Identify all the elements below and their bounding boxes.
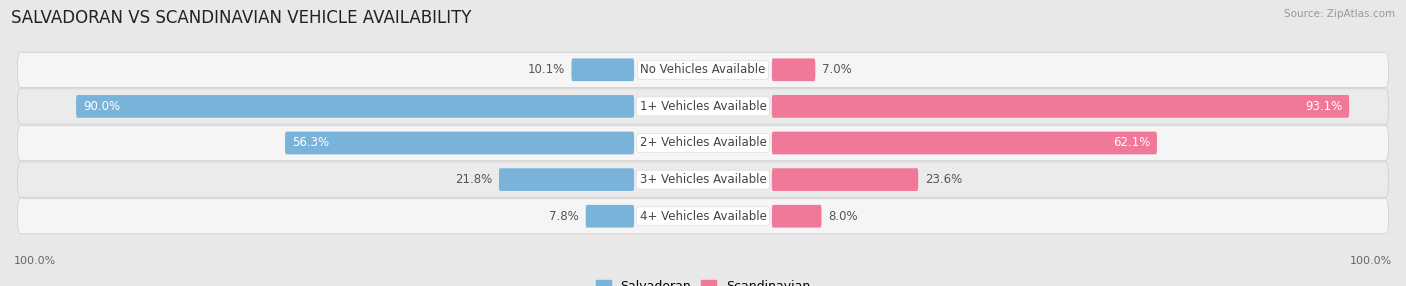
- FancyBboxPatch shape: [17, 52, 1389, 87]
- Text: 21.8%: 21.8%: [454, 173, 492, 186]
- Text: 3+ Vehicles Available: 3+ Vehicles Available: [640, 173, 766, 186]
- Text: 7.0%: 7.0%: [823, 63, 852, 76]
- FancyBboxPatch shape: [772, 95, 1350, 118]
- Text: 2+ Vehicles Available: 2+ Vehicles Available: [640, 136, 766, 150]
- FancyBboxPatch shape: [772, 205, 821, 228]
- Text: 10.1%: 10.1%: [527, 63, 565, 76]
- Text: 4+ Vehicles Available: 4+ Vehicles Available: [640, 210, 766, 223]
- Text: 100.0%: 100.0%: [1350, 257, 1392, 267]
- Text: 90.0%: 90.0%: [83, 100, 120, 113]
- Text: No Vehicles Available: No Vehicles Available: [640, 63, 766, 76]
- FancyBboxPatch shape: [499, 168, 634, 191]
- Legend: Salvadoran, Scandinavian: Salvadoran, Scandinavian: [591, 275, 815, 286]
- FancyBboxPatch shape: [772, 58, 815, 81]
- Text: 1+ Vehicles Available: 1+ Vehicles Available: [640, 100, 766, 113]
- FancyBboxPatch shape: [285, 132, 634, 154]
- FancyBboxPatch shape: [17, 126, 1389, 160]
- FancyBboxPatch shape: [76, 95, 634, 118]
- Text: 8.0%: 8.0%: [828, 210, 858, 223]
- FancyBboxPatch shape: [772, 132, 1157, 154]
- FancyBboxPatch shape: [17, 162, 1389, 197]
- Text: 62.1%: 62.1%: [1112, 136, 1150, 150]
- Text: 100.0%: 100.0%: [14, 257, 56, 267]
- Text: 23.6%: 23.6%: [925, 173, 962, 186]
- Text: 7.8%: 7.8%: [550, 210, 579, 223]
- Text: 56.3%: 56.3%: [292, 136, 329, 150]
- Text: SALVADORAN VS SCANDINAVIAN VEHICLE AVAILABILITY: SALVADORAN VS SCANDINAVIAN VEHICLE AVAIL…: [11, 9, 472, 27]
- FancyBboxPatch shape: [17, 89, 1389, 124]
- FancyBboxPatch shape: [772, 168, 918, 191]
- FancyBboxPatch shape: [571, 58, 634, 81]
- FancyBboxPatch shape: [17, 199, 1389, 234]
- Text: 93.1%: 93.1%: [1305, 100, 1343, 113]
- FancyBboxPatch shape: [586, 205, 634, 228]
- Text: Source: ZipAtlas.com: Source: ZipAtlas.com: [1284, 9, 1395, 19]
